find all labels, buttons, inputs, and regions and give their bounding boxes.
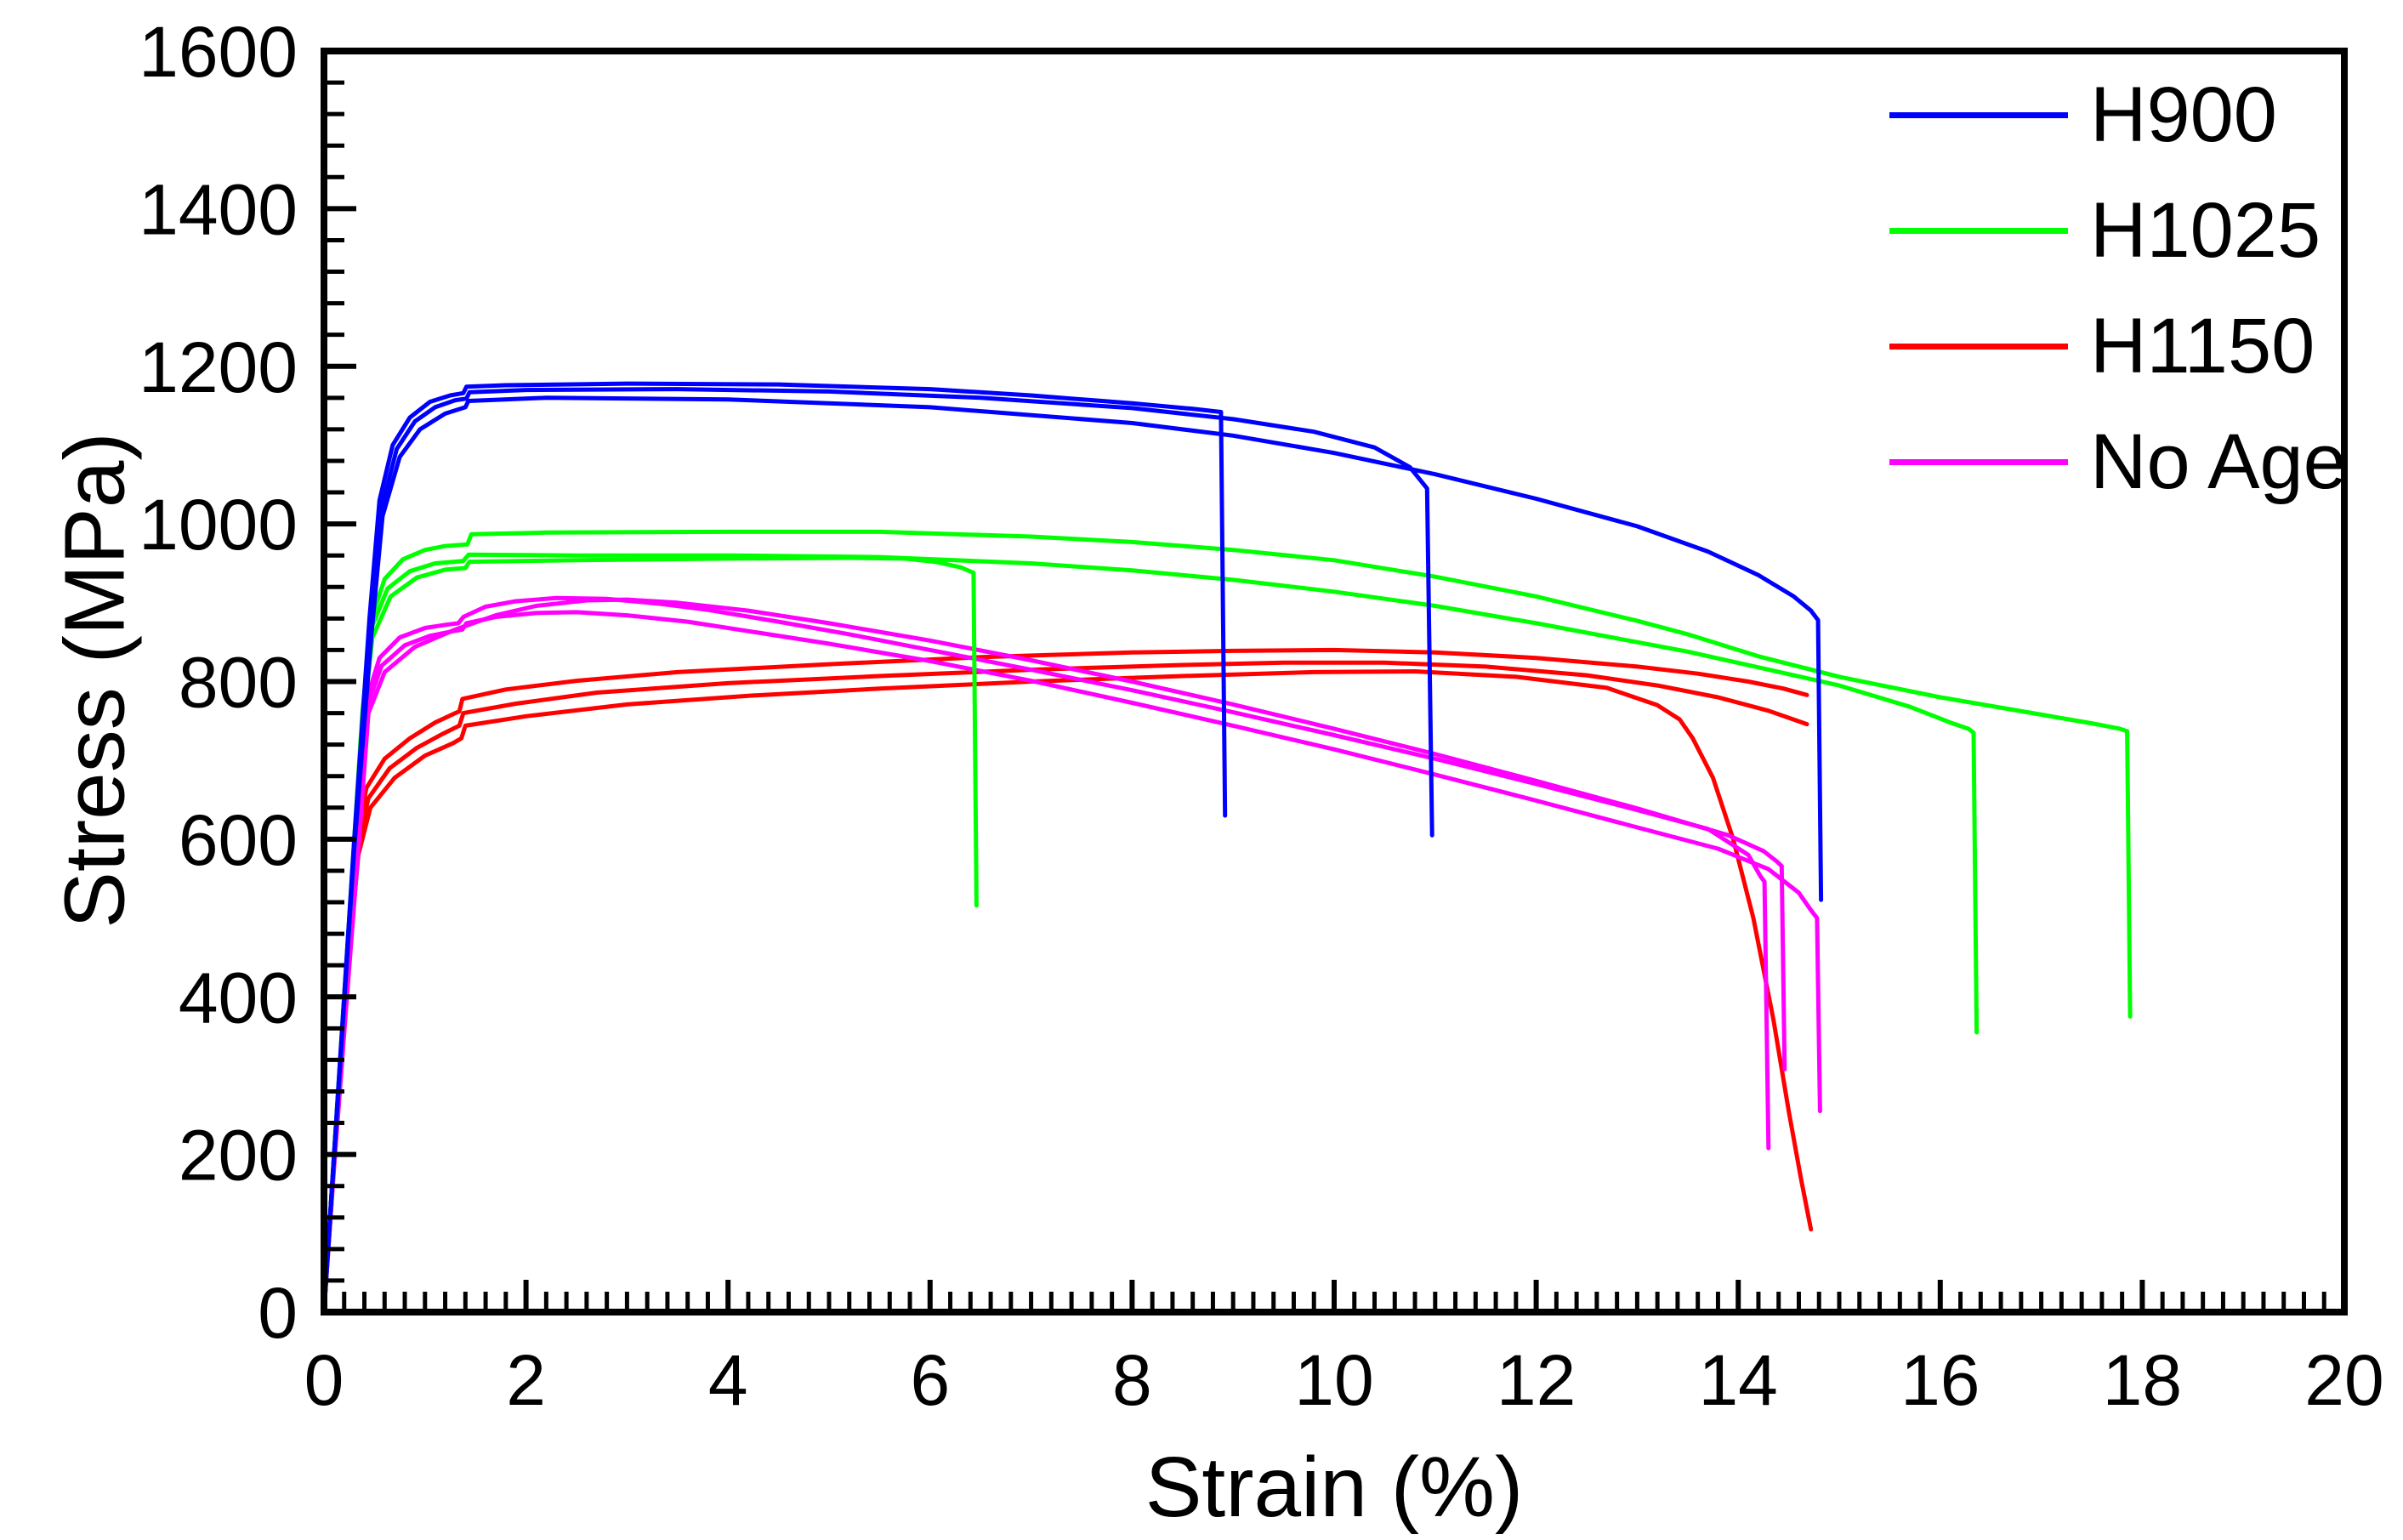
y-tick-label: 200 [179,1116,298,1196]
legend-label-h900: H900 [2090,71,2277,158]
y-axis-title: Stress (MPa) [47,432,143,929]
curve-h900-2 [321,387,1434,1315]
legend-line-h1150 [1889,343,2068,349]
curve-h1025-2 [321,552,1980,1315]
y-tick-label: 400 [179,958,298,1037]
x-tick-label: 6 [910,1340,950,1420]
x-tick-label: 8 [1112,1340,1152,1420]
legend-item-h900: H900 [1889,57,2347,173]
legend: H900 H1025 H1150 No Age [1889,57,2347,520]
plot-border [321,48,2348,1316]
y-tick-label: 1600 [139,12,298,92]
y-tick-label: 1200 [139,327,298,407]
x-tick-label: 10 [1294,1340,1373,1420]
legend-line-no-age [1889,458,2068,465]
legend-item-h1150: H1150 [1889,288,2347,404]
y-tick-label: 0 [258,1273,298,1353]
legend-item-h1025: H1025 [1889,173,2347,288]
curve-h1025-3 [321,555,979,1315]
curve-h1150-2 [321,660,1809,1315]
y-tick-label: 600 [179,800,298,880]
curve-no-age-3 [321,597,1787,1315]
x-tick-label: 16 [1900,1340,1980,1420]
x-tick-label: 20 [2304,1340,2383,1420]
y-tick-label: 1400 [139,169,298,249]
legend-line-h900 [1889,111,2068,118]
curve-h900-1 [321,381,1228,1315]
x-tick-label: 18 [2103,1340,2182,1420]
curve-h1150-1 [321,647,1809,1315]
x-tick-label: 12 [1497,1340,1576,1420]
curve-h900-3 [321,395,1824,1315]
legend-item-no-age: No Age [1889,404,2347,520]
legend-label-h1150: H1150 [2090,303,2315,389]
legend-label-no-age: No Age [2090,418,2347,505]
x-tick-label: 2 [506,1340,546,1420]
x-axis-title: Strain (%) [1145,1440,1524,1535]
x-tick-label: 4 [708,1340,748,1420]
y-tick-label: 1000 [139,485,298,565]
curve-h1025-1 [321,529,2133,1315]
curve-h1150-3 [321,669,1814,1315]
curve-no-age-1 [321,595,1771,1315]
x-tick-label: 14 [1698,1340,1777,1420]
x-tick-label: 0 [304,1340,344,1420]
curve-no-age-2 [321,610,1822,1315]
y-tick-label: 800 [179,643,298,723]
legend-line-h1025 [1889,227,2068,234]
legend-label-h1025: H1025 [2090,187,2321,274]
